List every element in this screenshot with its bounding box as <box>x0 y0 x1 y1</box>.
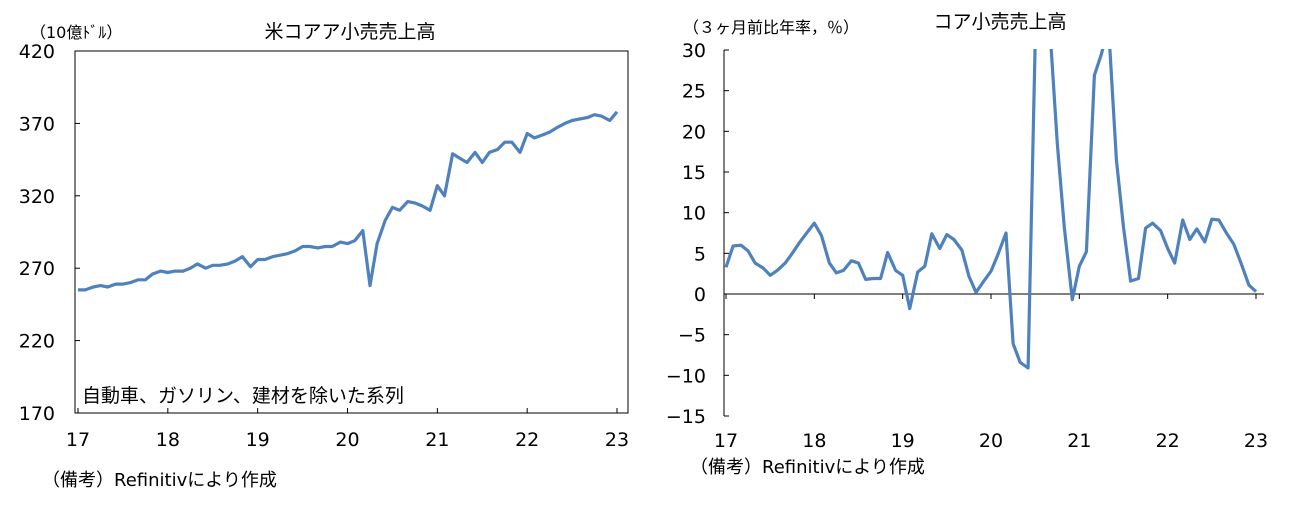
right-y-tick-label: −5 <box>678 325 706 347</box>
right-y-tick-label: −10 <box>666 365 706 387</box>
left-series-line <box>78 110 619 292</box>
left-y-axis: 420 370 320 270 220 170 <box>19 41 80 425</box>
left-y-tick-label: 370 <box>19 113 55 135</box>
left-x-tick-label: 21 <box>425 429 449 451</box>
left-y-tick-label: 420 <box>19 41 55 63</box>
left-y-tick-label: 170 <box>19 403 55 425</box>
right-y-tick-label: 25 <box>682 81 706 103</box>
right-x-tick-label: 23 <box>1244 430 1268 452</box>
left-x-tick-label: 19 <box>246 429 270 451</box>
left-source-note: （備考）Refinitivにより作成 <box>42 470 277 491</box>
right-y-tick-label: 20 <box>682 121 706 143</box>
right-chart-title: コア小売売上高 <box>933 11 1066 33</box>
right-y-tick-label: 30 <box>682 40 706 62</box>
right-x-axis: 17 18 19 20 21 22 23 <box>714 294 1268 452</box>
right-y-tick-label: 10 <box>682 203 706 225</box>
right-x-tick-label: 19 <box>891 430 915 452</box>
right-x-tick-label: 18 <box>802 430 826 452</box>
left-chart: （10億ﾄﾞﾙ） 米コアア小売売上高 420 370 320 270 220 170 17… <box>19 21 629 491</box>
right-y-tick-label: 5 <box>694 243 706 265</box>
left-x-tick-label: 18 <box>156 429 180 451</box>
left-x-tick-label: 20 <box>335 429 359 451</box>
right-x-tick-label: 20 <box>979 430 1003 452</box>
left-unit-label: （10億ﾄﾞﾙ） <box>30 23 122 42</box>
right-series-line <box>724 49 1258 370</box>
right-y-axis: 30 25 20 15 10 5 0 −5 −10 −15 <box>666 40 729 428</box>
right-x-tick-label: 22 <box>1156 430 1180 452</box>
left-x-tick-label: 17 <box>66 429 90 451</box>
right-y-tick-label: 0 <box>694 284 706 306</box>
right-chart: （３ヶ月前比年率，％） コア小売売上高 30 25 20 15 10 5 0 −5 −10 −15… <box>666 11 1268 478</box>
right-x-tick-label: 17 <box>714 430 738 452</box>
right-unit-label: （３ヶ月前比年率，％） <box>683 18 859 37</box>
left-x-axis: 17 18 19 20 21 22 23 <box>66 408 629 451</box>
left-annotation: 自動車、ガソリン、建材を除いた系列 <box>82 385 404 407</box>
left-chart-title: 米コアア小売売上高 <box>264 21 435 43</box>
left-x-tick-label: 22 <box>515 429 539 451</box>
left-y-tick-label: 220 <box>19 331 55 353</box>
right-x-tick-label: 21 <box>1067 430 1091 452</box>
left-x-tick-label: 23 <box>605 429 629 451</box>
left-y-tick-label: 270 <box>19 258 55 280</box>
left-plot-frame <box>74 50 629 414</box>
right-y-tick-label: −15 <box>666 406 706 428</box>
right-source-note: （備考）Refinitivにより作成 <box>690 457 925 478</box>
right-y-tick-label: 15 <box>682 162 706 184</box>
left-y-tick-label: 320 <box>19 186 55 208</box>
